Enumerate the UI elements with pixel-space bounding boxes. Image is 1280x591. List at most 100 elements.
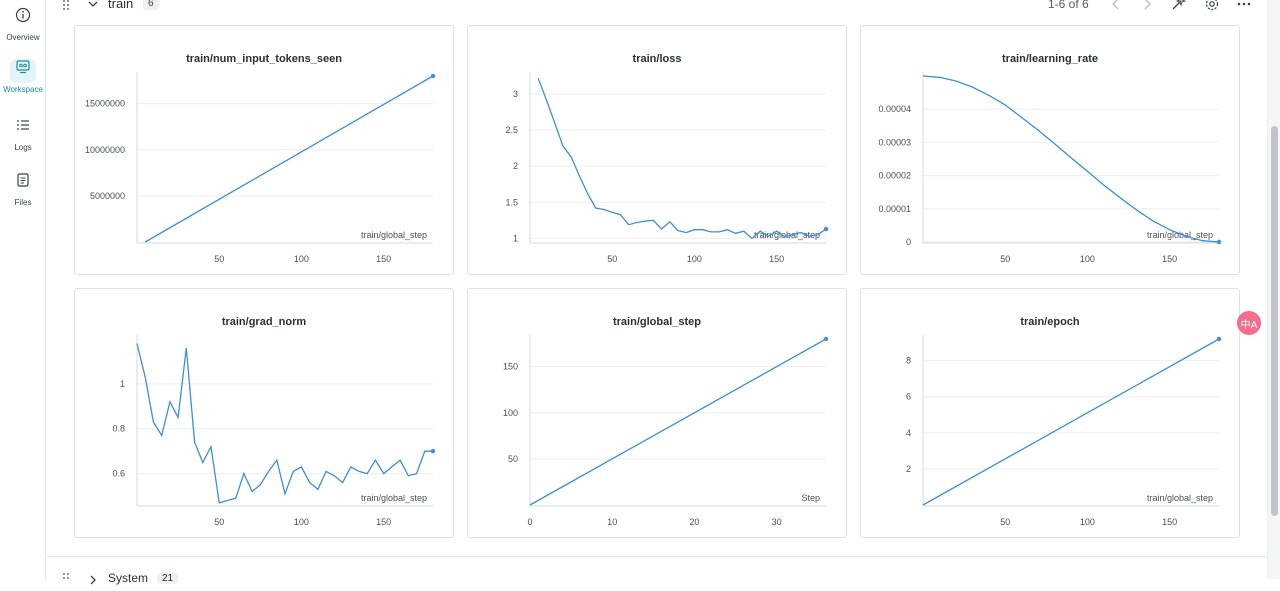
y-tick-label: 150 [503,362,518,372]
scrollbar-thumb[interactable] [1271,126,1278,516]
x-tick-label: 150 [376,254,391,264]
series-endpoint [1216,239,1222,245]
y-tick-label: 0.8 [112,424,125,434]
translate-button[interactable]: 中A [1237,311,1261,335]
x-tick-label: 150 [1162,517,1177,527]
translate-icon: 中A [1240,320,1258,331]
prev-page-icon[interactable] [1108,0,1124,12]
x-tick-label: 100 [1080,254,1095,264]
y-tick-label: 0 [906,237,911,247]
y-tick-label: 1 [513,233,518,243]
y-tick-label: 0.6 [112,469,125,479]
series-endpoint [430,73,436,79]
chart-panel-grad-norm[interactable]: train/grad_norm 0.6 0.8 1 50 100 150 train/glo… [74,288,454,538]
nav-overview[interactable]: Overview [0,4,46,42]
chart-panel-learning-rate[interactable]: train/learning_rate 0 0.00001 0.00002 0.000… [860,25,1240,275]
x-tick-label: 50 [214,517,224,527]
gear-icon[interactable] [1204,0,1220,12]
info-circle-icon [10,7,36,31]
y-tick-label: 10000000 [85,145,125,155]
drag-handle-icon[interactable] [61,0,71,10]
x-axis-label: train/global_step [361,493,427,503]
x-axis-label: train/global_step [361,230,427,240]
chart-num-input-tokens-seen: 5000000 10000000 15000000 50 100 150 train/glo… [85,72,436,264]
x-tick-label: 30 [772,517,782,527]
nav-logs-label: Logs [14,143,32,152]
chart-title: train/global_step [612,316,702,328]
x-axis-label: train/global_step [754,230,820,240]
sidebar: Overview Workspace Logs Files [0,0,46,579]
x-tick-label: 50 [1000,254,1010,264]
series-line [529,338,827,506]
nav-overview-label: Overview [6,33,40,42]
y-tick-label: 100 [503,408,518,418]
section-system[interactable]: System 21 [47,556,1267,585]
chart-learning-rate: 0 0.00001 0.00002 0.00003 0.00004 50 100 150 tra… [878,72,1222,264]
y-tick-label: 1 [120,379,125,389]
x-tick-label: 0 [527,517,532,527]
chart-title: train/learning_rate [1002,53,1098,65]
y-tick-label: 1.5 [505,197,518,207]
series-line [136,343,433,504]
x-tick-label: 100 [1080,517,1095,527]
chevron-right-icon[interactable] [87,573,99,585]
list-icon [10,117,36,141]
y-tick-label: 2 [513,161,518,171]
series-line [922,75,1220,243]
chart-global-step: 50 100 150 0 10 20 30 Step [503,335,829,527]
chart-panel-loss[interactable]: train/loss 1 1.5 2 2.5 3 50 100 150 train/global… [467,25,847,275]
y-tick-label: 0.00001 [878,204,911,214]
x-tick-label: 50 [214,254,224,264]
series-endpoint [1216,336,1222,342]
y-tick-label: 5000000 [90,191,125,201]
x-tick-label: 100 [687,254,702,264]
chart-title: train/epoch [1020,316,1080,328]
series-line [922,338,1220,506]
y-tick-label: 15000000 [85,99,125,109]
x-axis-label: train/global_step [1147,230,1213,240]
section-title[interactable]: train [108,0,134,11]
x-tick-label: 100 [294,517,309,527]
y-tick-label: 0.00004 [878,104,911,114]
y-tick-label: 3 [513,89,518,99]
x-tick-label: 150 [376,517,391,527]
y-tick-label: 2.5 [505,125,518,135]
pager-text: 1-6 of 6 [1048,0,1089,11]
chevron-down-icon[interactable] [87,0,99,9]
y-tick-label: 2 [906,464,911,474]
nav-logs[interactable]: Logs [0,114,46,152]
y-tick-label: 8 [906,356,911,366]
more-options-icon[interactable] [1236,0,1252,12]
drag-handle-icon[interactable] [61,571,71,583]
x-tick-label: 10 [607,517,617,527]
x-tick-label: 150 [1162,254,1177,264]
x-tick-label: 50 [607,254,617,264]
x-tick-label: 150 [769,254,784,264]
chart-panel-num-input-tokens-seen[interactable]: train/num_input_tokens_seen 5000000 10000… [74,25,454,275]
nav-files[interactable]: Files [0,169,46,207]
magic-wand-icon[interactable] [1170,0,1187,12]
main-content: train 6 1-6 of 6 train/num_input_tokens_… [47,0,1267,585]
scrollbar[interactable] [1267,0,1280,579]
section-count-badge: 6 [143,0,159,10]
chart-panel-epoch[interactable]: train/epoch 2 4 6 8 50 100 150 train/global_ste… [860,288,1240,538]
next-page-icon[interactable] [1139,0,1155,12]
series-endpoint [823,226,829,232]
x-axis-label: train/global_step [1147,493,1213,503]
series-line [537,77,827,240]
series-endpoint [430,448,436,454]
nav-workspace-label: Workspace [3,85,43,94]
section-system-title[interactable]: System [108,571,149,585]
workspace-icon [10,59,36,83]
x-tick-label: 20 [689,517,699,527]
chart-title: train/loss [632,53,682,65]
x-tick-label: 100 [294,254,309,264]
chart-loss: 1 1.5 2 2.5 3 50 100 150 train/global_step [505,72,829,264]
section-header: train 6 1-6 of 6 [47,0,1267,14]
y-tick-label: 4 [906,428,911,438]
nav-workspace[interactable]: Workspace [0,56,46,94]
y-tick-label: 0.00003 [878,137,911,147]
y-tick-label: 0.00002 [878,171,911,181]
chart-panel-global-step[interactable]: train/global_step 50 100 150 0 10 20 30 Step [467,288,847,538]
